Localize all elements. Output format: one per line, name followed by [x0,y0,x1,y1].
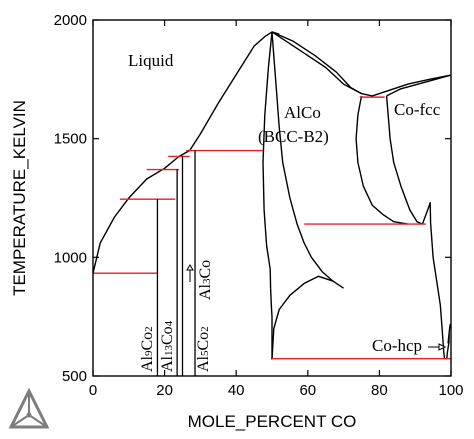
boundary-fcc-left-boundary [385,95,423,225]
plot-frame [92,19,452,377]
phase-label-co-fcc: Co-fcc [394,100,441,119]
phase-label-al13co4: Al13Co4 [159,320,176,372]
x-tick-label: 60 [299,382,316,399]
x-tick-label: 100 [438,382,463,399]
axis-ticks: 0 20 40 60 80 100 500 1000 1500 2000 [54,12,464,399]
boundary-b2-left-boundary [262,31,273,289]
y-tick-label: 1500 [54,131,87,148]
boundary-b2-right-solvus [355,95,409,225]
x-tick-label: 80 [371,382,388,399]
boundary-b2-left-lower [269,288,273,360]
y-tick-label: 1000 [54,249,87,266]
x-axis-title: MOLE_PERCENT CO [188,412,357,431]
boundary-solidus-upper-right [271,31,362,95]
boundary-fcc-hcp-right [446,323,451,360]
boundary-liquidus-al-side [92,31,280,274]
phase-label-alco: AlCo [284,103,321,122]
boundary-liquidus-co-side [271,31,452,97]
x-tick-label: 40 [228,382,245,399]
x-tick-label: 0 [89,382,97,399]
phase-label-co-hcp: Co-hcp [372,336,422,355]
co-hcp-pointer-arrow [428,343,447,351]
phase-label-al5co2: Al5Co2 [195,326,212,372]
y-axis-title: TEMPERATURE_KELVIN [10,100,29,296]
y-tick-label: 2000 [54,12,87,29]
phase-label-liquid: Liquid [128,51,174,70]
boundary-fcc-spike [421,201,446,360]
compound-lines [156,150,196,376]
thermo-calc-logo-icon [8,387,50,429]
phase-label-bcc-b2: (BCC-B2) [258,127,329,146]
phase-label-al3co: Al3Co [197,260,214,300]
boundary-b2-right-lower [271,275,334,360]
phase-boundaries [92,31,452,360]
x-tick-label: 20 [156,382,173,399]
boundary-fcc-upper-boundary [386,74,452,97]
boundary-b2-right-upper [271,31,344,289]
y-tick-label: 500 [62,368,87,385]
phase-label-al9co2: Al9Co2 [139,326,156,372]
al3co-pointer-arrow [186,264,194,282]
invariant-lines [93,96,451,360]
